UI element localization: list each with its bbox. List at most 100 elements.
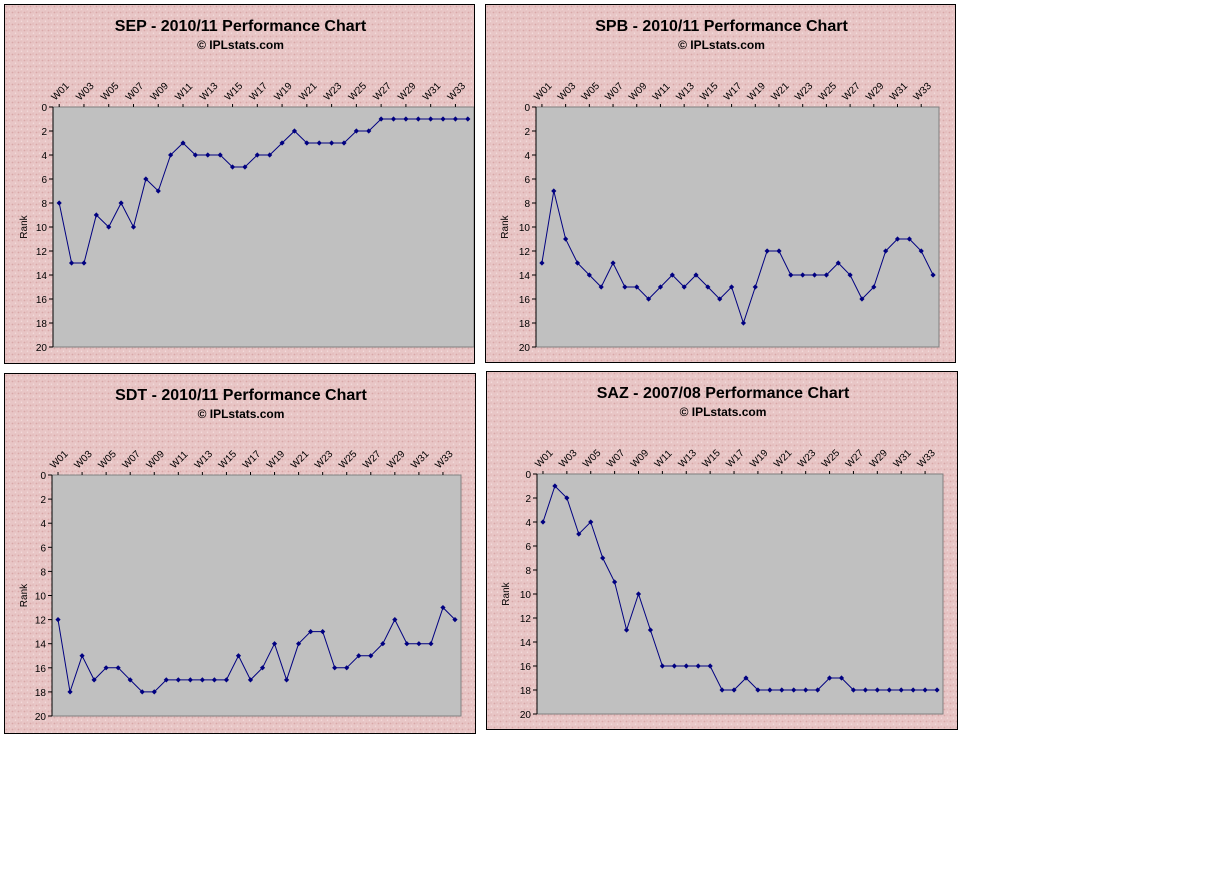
- y-tick-label: 0: [41, 103, 47, 114]
- data-point: [247, 677, 254, 683]
- data-point: [56, 200, 62, 206]
- data-point: [934, 687, 940, 693]
- data-point: [552, 483, 558, 489]
- y-axis-label: Rank: [19, 583, 30, 607]
- data-point: [717, 296, 723, 302]
- data-point: [308, 629, 314, 635]
- data-point: [635, 591, 642, 597]
- data-point: [428, 641, 434, 647]
- data-point: [242, 164, 248, 170]
- data-point: [898, 687, 904, 693]
- y-tick-label: 4: [524, 151, 530, 162]
- y-tick-label: 2: [40, 495, 46, 506]
- y-tick-label: 20: [519, 343, 531, 354]
- data-point: [776, 248, 782, 254]
- data-point: [205, 152, 211, 158]
- chart-svg: SDT - 2010/11 Performance Chart © IPLstat…: [5, 374, 475, 733]
- data-point: [130, 224, 137, 230]
- data-point: [743, 675, 749, 681]
- y-tick-label: 6: [525, 542, 531, 553]
- chart-subtitle: © IPLstats.com: [197, 38, 284, 52]
- y-tick-label: 4: [41, 151, 47, 162]
- data-point: [815, 687, 821, 693]
- data-point: [163, 677, 169, 683]
- y-tick-label: 0: [525, 470, 531, 481]
- y-tick-label: 14: [519, 271, 531, 282]
- data-point: [906, 236, 912, 242]
- data-point: [304, 140, 310, 146]
- y-axis-label: Rank: [19, 214, 30, 238]
- data-point: [187, 677, 193, 683]
- data-point: [168, 152, 174, 158]
- data-point: [922, 687, 928, 693]
- y-tick-label: 10: [520, 590, 532, 601]
- y-tick-label: 6: [40, 543, 46, 554]
- y-tick-label: 0: [524, 103, 530, 114]
- y-tick-label: 8: [40, 567, 46, 578]
- y-tick-label: 18: [520, 686, 532, 697]
- data-point: [452, 116, 459, 122]
- data-point: [211, 677, 217, 683]
- data-point: [368, 653, 374, 659]
- series-line: [542, 485, 937, 691]
- data-point: [81, 260, 87, 266]
- data-point: [731, 687, 737, 693]
- data-point: [79, 653, 85, 659]
- data-point: [67, 689, 73, 695]
- data-point: [883, 248, 889, 254]
- data-point: [740, 320, 747, 326]
- data-point: [235, 653, 242, 659]
- data-point: [180, 140, 186, 146]
- y-tick-label: 20: [35, 712, 47, 723]
- y-tick-label: 2: [525, 494, 531, 505]
- data-point: [574, 260, 581, 266]
- data-point: [404, 641, 410, 647]
- y-tick-label: 4: [40, 519, 46, 530]
- y-tick-label: 8: [524, 199, 530, 210]
- y-tick-label: 18: [36, 319, 48, 330]
- data-point: [155, 188, 161, 194]
- y-tick-label: 20: [520, 710, 532, 721]
- data-point: [139, 689, 145, 695]
- data-point: [320, 629, 326, 635]
- data-point: [767, 687, 773, 693]
- data-point: [835, 260, 841, 266]
- data-point: [576, 531, 582, 537]
- data-point: [366, 128, 372, 134]
- data-point: [254, 152, 260, 158]
- data-point: [695, 663, 701, 669]
- chart-svg: SEP - 2010/11 Performance Chart © IPLstat…: [5, 5, 474, 363]
- y-axis-label: Rank: [500, 214, 511, 238]
- data-point: [259, 665, 266, 671]
- data-point: [192, 152, 198, 158]
- data-point: [440, 116, 446, 122]
- data-point: [610, 260, 616, 266]
- y-tick-label: 14: [520, 638, 532, 649]
- data-point: [847, 272, 853, 278]
- data-point: [791, 687, 797, 693]
- data-point: [316, 140, 322, 146]
- data-point: [800, 272, 806, 278]
- plot-area: [535, 106, 940, 348]
- data-point: [344, 665, 350, 671]
- plot-area: [536, 473, 944, 715]
- data-point: [803, 687, 809, 693]
- data-point: [390, 116, 397, 122]
- data-point: [151, 689, 157, 695]
- data-point: [403, 116, 409, 122]
- data-point: [918, 248, 924, 254]
- data-point: [378, 116, 384, 122]
- data-point: [93, 212, 99, 218]
- chart-panel-spb: SPB - 2010/11 Performance Chart © IPLstat…: [485, 4, 956, 363]
- data-point: [267, 152, 273, 158]
- y-tick-label: 6: [41, 175, 47, 186]
- data-point: [540, 519, 546, 525]
- data-point: [416, 641, 422, 647]
- data-point: [143, 176, 149, 182]
- y-tick-label: 16: [519, 295, 531, 306]
- data-point: [693, 272, 699, 278]
- y-tick-label: 14: [35, 640, 47, 651]
- data-point: [564, 495, 570, 501]
- y-tick-label: 12: [36, 247, 48, 258]
- series-line: [57, 606, 456, 693]
